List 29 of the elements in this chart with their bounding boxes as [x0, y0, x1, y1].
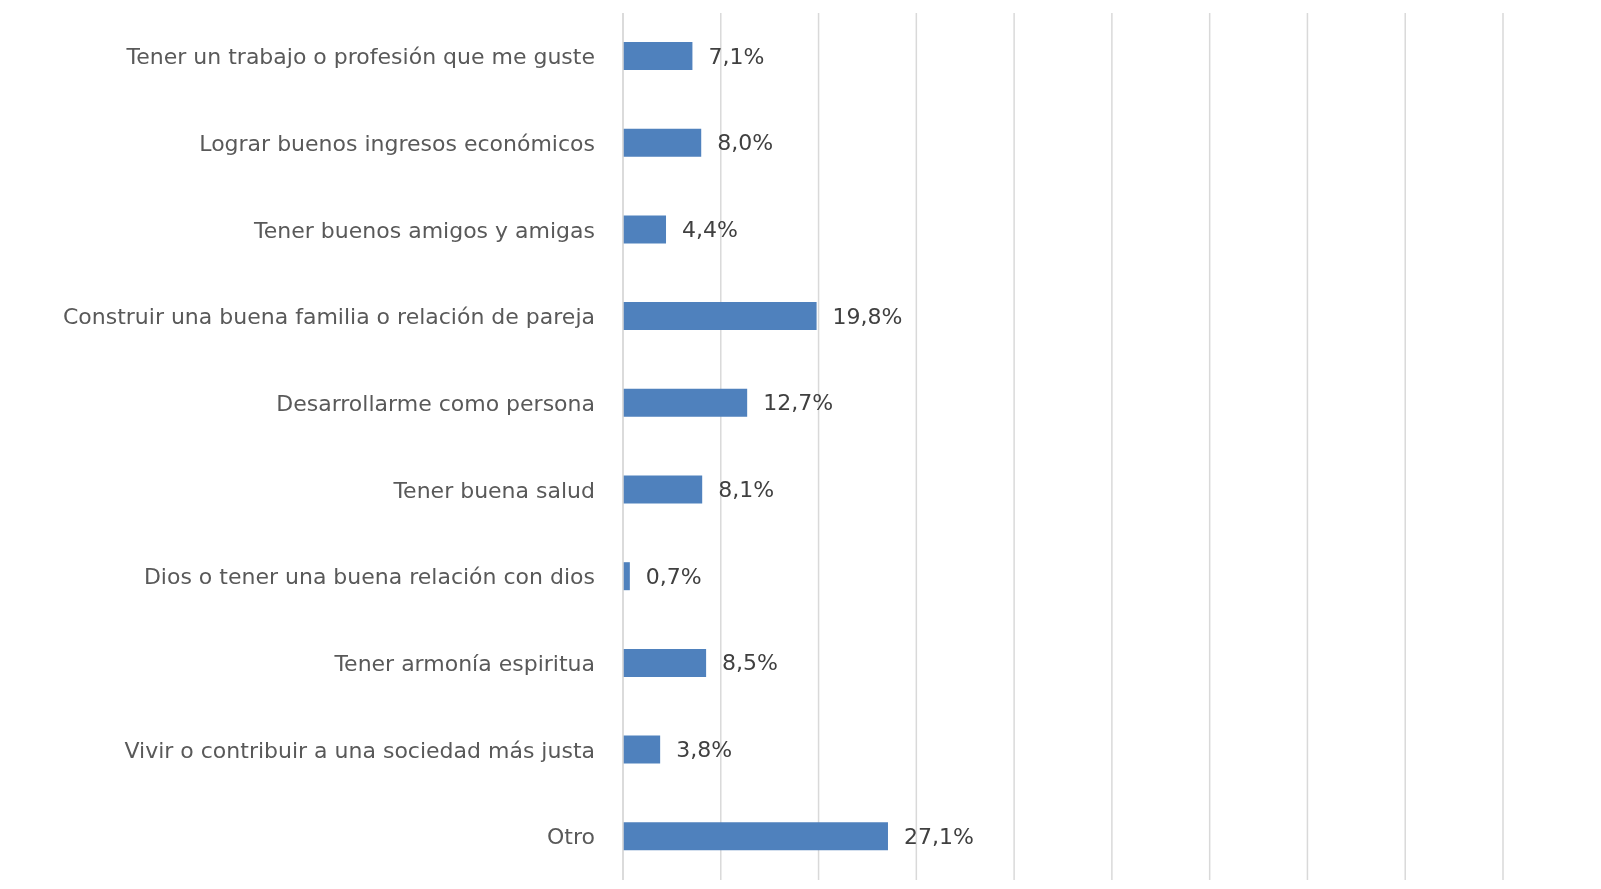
- bar: [623, 42, 693, 70]
- y-tick-label: Tener buenos amigos y amigas: [253, 217, 595, 243]
- y-tick-label: Desarrollarme como persona: [276, 390, 595, 416]
- data-label: 12,7%: [763, 390, 834, 416]
- data-label: 8,0%: [717, 130, 774, 156]
- data-label: 4,4%: [682, 216, 738, 242]
- bar: [623, 302, 817, 331]
- y-tick-label: Tener buena salud: [392, 477, 595, 503]
- bar: [623, 388, 748, 417]
- bar: [623, 215, 667, 244]
- y-tick-label: Dios o tener una buena relación con dios: [143, 564, 595, 590]
- data-label: 8,5%: [722, 650, 779, 676]
- y-tick-label: Lograr buenos ingresos económicos: [199, 130, 595, 156]
- y-tick-label: Tener armonía espiritua: [333, 651, 595, 677]
- data-label: 19,8%: [832, 303, 903, 329]
- y-tick-label: Vivir o contribuir a una sociedad más justa: [124, 737, 595, 763]
- y-tick-label: Tener un trabajo o profesión que me guste: [125, 44, 595, 70]
- y-tick-label: Otro: [547, 824, 595, 850]
- data-label: 7,1%: [708, 43, 765, 69]
- data-label: 27,1%: [903, 823, 974, 849]
- bar: [623, 128, 702, 157]
- data-label: 8,1%: [718, 477, 775, 502]
- bar: [623, 822, 888, 851]
- y-tick-label: Construir una buena familia o relación de pareja: [62, 304, 595, 330]
- bar: [623, 475, 703, 504]
- bar: [623, 648, 707, 677]
- data-label: 3,8%: [676, 737, 733, 763]
- bar: [623, 735, 661, 764]
- data-label: 0,7%: [645, 563, 702, 589]
